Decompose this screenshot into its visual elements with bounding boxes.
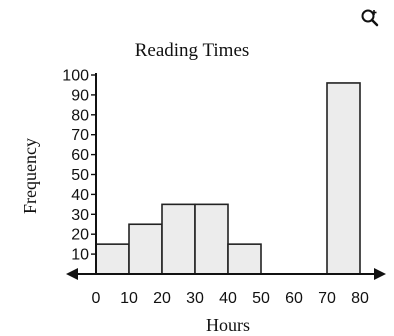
x-tick-label: 80 — [351, 290, 369, 307]
histogram-bar — [161, 203, 196, 275]
x-tick-label: 30 — [186, 290, 204, 307]
histogram-bars — [95, 82, 361, 275]
x-tick-label: 70 — [318, 290, 336, 307]
y-tick-label: 40 — [71, 187, 89, 204]
histogram-bar — [194, 203, 229, 275]
y-tick-label: 20 — [71, 227, 89, 244]
histogram-bar — [326, 82, 361, 275]
x-tick-label: 0 — [92, 290, 101, 307]
magnify-plus-icon[interactable] — [360, 8, 380, 28]
x-axis-label: Hours — [206, 315, 250, 335]
x-tick-label: 20 — [153, 290, 171, 307]
x-tick-label: 60 — [285, 290, 303, 307]
y-axis-tick-labels: 10 20 30 40 50 60 70 80 90 100 — [62, 68, 89, 264]
y-tick-label: 70 — [71, 127, 89, 144]
histogram-bar — [128, 223, 163, 275]
y-tick-label: 90 — [71, 87, 89, 104]
axes — [66, 73, 386, 280]
histogram-bar — [95, 243, 130, 275]
x-axis-tick-labels: 0 10 20 30 40 50 60 70 80 — [92, 290, 369, 307]
x-tick-label: 10 — [120, 290, 138, 307]
chart-title: Reading Times — [135, 40, 250, 61]
y-tick-label: 50 — [71, 167, 89, 184]
y-tick-label: 80 — [71, 107, 89, 124]
x-axis-left-arrow — [66, 268, 78, 280]
y-tick-label: 30 — [71, 207, 89, 224]
x-axis-right-arrow — [374, 268, 386, 280]
y-tick-label: 60 — [71, 147, 89, 164]
histogram-bar — [227, 243, 262, 275]
y-tick-label: 10 — [71, 247, 89, 264]
magnify-plus-icon-graphic — [361, 9, 379, 27]
x-tick-label: 50 — [252, 290, 270, 307]
y-axis-label: Frequency — [20, 138, 40, 214]
y-tick-label: 100 — [62, 68, 89, 85]
x-tick-label: 40 — [219, 290, 237, 307]
